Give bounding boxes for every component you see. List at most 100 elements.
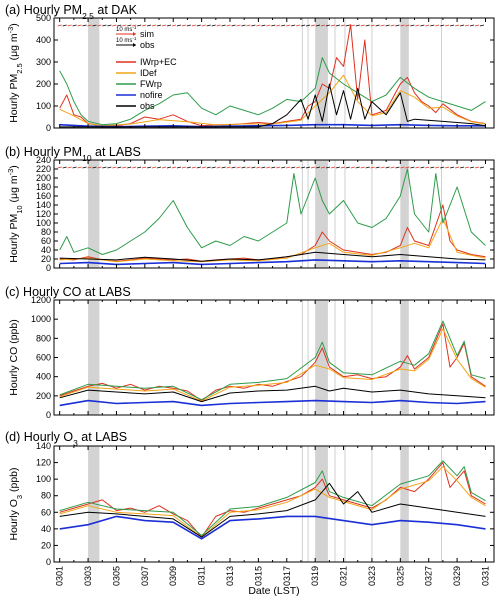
y-tick-label: 80: [41, 491, 51, 501]
wind-arrow: [142, 166, 147, 169]
y-tick-label: 400: [36, 372, 51, 382]
wind-arrow: [395, 24, 400, 27]
y-tick-label: 100: [36, 474, 51, 484]
legend-label: FWrp: [140, 79, 162, 89]
wind-arrow: [340, 24, 345, 27]
wind-arrow: [410, 166, 415, 169]
wind-arrow: [171, 166, 177, 169]
wind-arrow: [97, 24, 102, 27]
y-tick-label: 160: [36, 191, 51, 201]
wind-arrow: [102, 24, 107, 27]
plot-frame: [53, 159, 495, 269]
wind-arrow: [365, 24, 370, 27]
wind-arrow: [400, 24, 405, 27]
series-line-obs: [59, 385, 486, 403]
y-tick-label: 60: [41, 507, 51, 517]
wind-arrow: [440, 24, 445, 27]
series-line-fwrp: [59, 168, 486, 255]
series-line-nofire: [59, 515, 486, 540]
shaded-period: [400, 300, 409, 415]
series-line-idef: [59, 328, 486, 402]
shaded-period: [88, 160, 100, 268]
wind-arrow: [211, 24, 216, 27]
wind-arrow: [216, 166, 221, 169]
wind-arrow: [151, 166, 157, 169]
wind-arrow: [385, 24, 390, 27]
wind-arrow: [176, 166, 181, 169]
wind-arrow: [261, 166, 266, 169]
wind-arrow: [291, 24, 296, 27]
y-tick-label: 20: [41, 540, 51, 550]
wind-arrow: [92, 166, 97, 169]
y-tick-label: 140: [36, 441, 51, 451]
wind-arrow: [360, 24, 365, 27]
y-tick-label: 220: [36, 164, 51, 174]
y-tick-label: 0: [46, 557, 51, 567]
x-tick-label: 0301: [55, 566, 65, 586]
wind-arrow: [330, 24, 335, 27]
y-tick-label: 1000: [31, 314, 51, 324]
wind-arrow: [62, 24, 67, 27]
wind-arrow: [350, 166, 355, 169]
y-tick-label: 0: [46, 263, 51, 273]
y-tick-label: 500: [36, 13, 51, 23]
wind-arrow: [97, 166, 102, 169]
legend-label: obs: [140, 101, 155, 111]
wind-arrow: [474, 24, 480, 27]
shaded-period: [88, 300, 100, 415]
y-tick-label: 0: [46, 410, 51, 420]
wind-arrow: [464, 166, 470, 169]
wind-arrow: [281, 24, 286, 27]
wind-arrow: [132, 166, 137, 169]
shaded-period: [400, 446, 409, 562]
wind-arrow: [335, 24, 340, 27]
x-tick-label: 0327: [424, 566, 434, 586]
wind-arrow: [350, 24, 355, 27]
wind-arrow: [246, 24, 251, 27]
wind-arrow: [286, 24, 291, 27]
y-axis-label: Hourly PM2.5 (μg m-3): [6, 23, 24, 123]
wind-arrow: [276, 24, 281, 27]
legend-arrowhead: [133, 32, 136, 36]
wind-arrow: [479, 24, 485, 27]
wind-arrow: [420, 24, 425, 27]
panel-title: (c) Hourly CO at LABS: [5, 285, 131, 299]
wind-arrow: [335, 166, 340, 169]
wind-arrow: [161, 24, 167, 27]
wind-arrow: [127, 24, 132, 27]
shaded-period: [400, 18, 409, 128]
panel-c: 0 200 400 600 800 1000 1200(c) Hourly CO at LA…: [5, 285, 495, 420]
wind-arrow: [166, 166, 172, 169]
x-tick-label: 0329: [452, 566, 462, 586]
wind-arrow: [156, 24, 162, 27]
series-line-iwrp-ec: [59, 204, 486, 262]
wind-arrow: [137, 24, 142, 27]
wind-arrow: [57, 24, 62, 27]
wind-arrow: [206, 166, 211, 169]
wind-arrow: [231, 166, 236, 169]
y-tick-label: 400: [36, 35, 51, 45]
shaded-period: [315, 300, 328, 415]
x-tick-label: 0307: [140, 566, 150, 586]
wind-arrow: [459, 24, 465, 27]
wind-arrow: [450, 24, 455, 27]
wind-arrow: [127, 166, 132, 169]
panel-title: (d) Hourly O3 at LABS: [5, 430, 127, 448]
wind-arrow: [415, 24, 420, 27]
wind-arrow: [166, 24, 172, 27]
wind-arrow: [455, 166, 460, 169]
wind-arrow: [469, 24, 475, 27]
wind-arrow: [87, 166, 92, 169]
wind-arrow: [474, 166, 480, 169]
y-tick-label: 200: [36, 391, 51, 401]
wind-arrow: [266, 166, 271, 169]
legend-label: nofire: [140, 90, 163, 100]
wind-arrow: [370, 166, 375, 169]
wind-arrow: [226, 166, 231, 169]
wind-arrow: [435, 24, 440, 27]
series-line-fwrp: [59, 460, 486, 536]
wind-arrow: [231, 24, 236, 27]
wind-arrow: [241, 24, 246, 27]
wind-arrow: [77, 24, 82, 27]
